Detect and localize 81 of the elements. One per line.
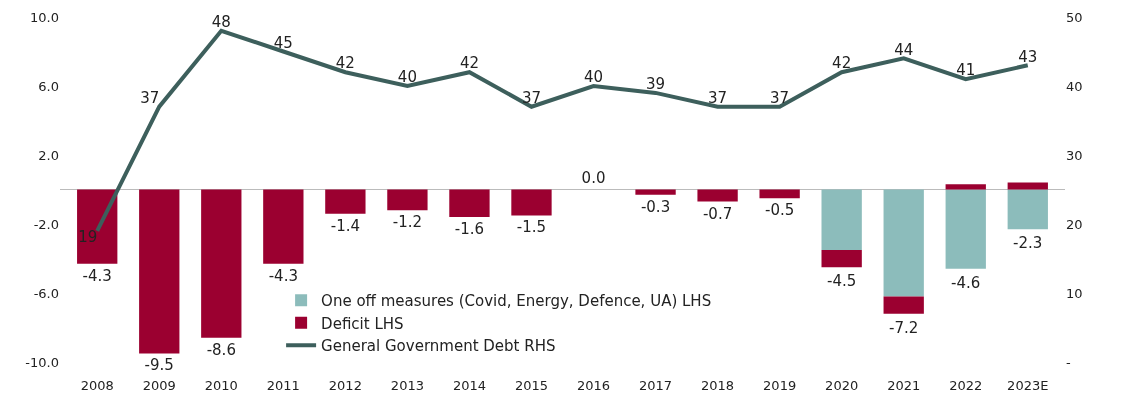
- data-label: 42: [832, 54, 852, 73]
- bar: [139, 189, 180, 354]
- data-label: 43: [1018, 47, 1038, 66]
- legend-label: One off measures (Covid, Energy, Defence, UA) LHS: [321, 292, 712, 311]
- data-label: -8.6: [206, 340, 236, 359]
- x-tick-label: 2012: [328, 378, 362, 393]
- x-tick-label: 2017: [639, 378, 673, 393]
- data-label: 37: [521, 88, 542, 107]
- data-label: -1.5: [516, 218, 547, 237]
- bar: [945, 184, 986, 190]
- x-tick-label: 2023E: [1007, 378, 1049, 393]
- x-tick-label: 2011: [266, 378, 300, 393]
- data-label: 39: [646, 75, 666, 94]
- bar: [1007, 182, 1048, 190]
- data-label: -1.4: [330, 216, 361, 235]
- y-tick-label: 6.0: [38, 78, 59, 94]
- bar: [697, 189, 738, 202]
- data-label: 40: [583, 68, 604, 87]
- x-tick-label: 2020: [825, 378, 859, 393]
- data-label: -4.3: [268, 266, 298, 285]
- data-label: -1.6: [454, 220, 485, 239]
- x-tick-label: 2019: [763, 378, 797, 393]
- data-label: 45: [273, 33, 293, 52]
- bar: [511, 189, 552, 216]
- data-label: 37: [708, 88, 728, 107]
- x-tick-label: 2014: [452, 378, 486, 393]
- bar: [759, 189, 800, 199]
- y-tick-label: -2.0: [33, 216, 59, 232]
- data-label: -9.5: [144, 356, 174, 375]
- bar: [387, 189, 428, 211]
- annotation: -2.3: [1013, 234, 1043, 252]
- y2-tick-label: 30: [1066, 147, 1083, 163]
- bar: [945, 189, 986, 269]
- bar: [883, 296, 924, 314]
- y2-tick-label: -: [1066, 354, 1071, 370]
- y-tick-label: 10.0: [30, 9, 59, 25]
- x-tick-label: 2010: [204, 378, 238, 393]
- bar: [1007, 189, 1048, 230]
- bar: [883, 189, 924, 297]
- x-tick-label: 2022: [949, 378, 983, 393]
- x-tick-label: 2008: [80, 378, 114, 393]
- data-label: 0.0: [581, 168, 606, 187]
- data-label: -4.3: [82, 266, 112, 285]
- data-label: 19: [78, 228, 98, 247]
- data-label: 44: [894, 40, 914, 59]
- data-label: 37: [770, 88, 790, 107]
- data-label: -0.5: [764, 201, 795, 220]
- data-label: -0.3: [640, 197, 671, 216]
- y2-tick-label: 40: [1066, 78, 1083, 94]
- y2-tick-label: 20: [1066, 216, 1083, 232]
- x-tick-label: 2021: [887, 378, 921, 393]
- data-label: 42: [459, 54, 479, 73]
- y2-tick-label: 50: [1066, 9, 1083, 25]
- bar: [201, 189, 242, 338]
- y2-tick-label: 10: [1066, 285, 1083, 301]
- x-tick-label: 2013: [390, 378, 424, 393]
- annotation: -4.6: [951, 274, 981, 292]
- legend-label: Deficit LHS: [321, 314, 404, 333]
- y-tick-label: -10.0: [25, 354, 59, 370]
- data-label: 42: [335, 54, 355, 73]
- y-tick-label: -6.0: [33, 285, 59, 301]
- x-tick-label: 2009: [142, 378, 176, 393]
- x-tick-label: 2018: [701, 378, 735, 393]
- annotation: -7.2: [889, 319, 919, 337]
- legend-label: General Government Debt RHS: [321, 337, 556, 356]
- x-tick-label: 2015: [514, 378, 549, 393]
- data-label: 41: [956, 61, 976, 80]
- data-label: -0.7: [702, 204, 733, 223]
- bar: [821, 189, 862, 250]
- data-label: -1.2: [392, 213, 423, 232]
- bar: [325, 189, 366, 214]
- bar: [449, 189, 490, 218]
- data-label: 37: [140, 88, 160, 107]
- x-tick-label: 2016: [576, 378, 611, 393]
- bar: [821, 249, 862, 268]
- bar: [263, 189, 304, 264]
- bar: [635, 189, 676, 195]
- data-label: 48: [211, 13, 231, 32]
- annotation: -4.5: [827, 272, 857, 290]
- data-label: 40: [397, 68, 417, 87]
- y-tick-label: 2.0: [38, 147, 59, 163]
